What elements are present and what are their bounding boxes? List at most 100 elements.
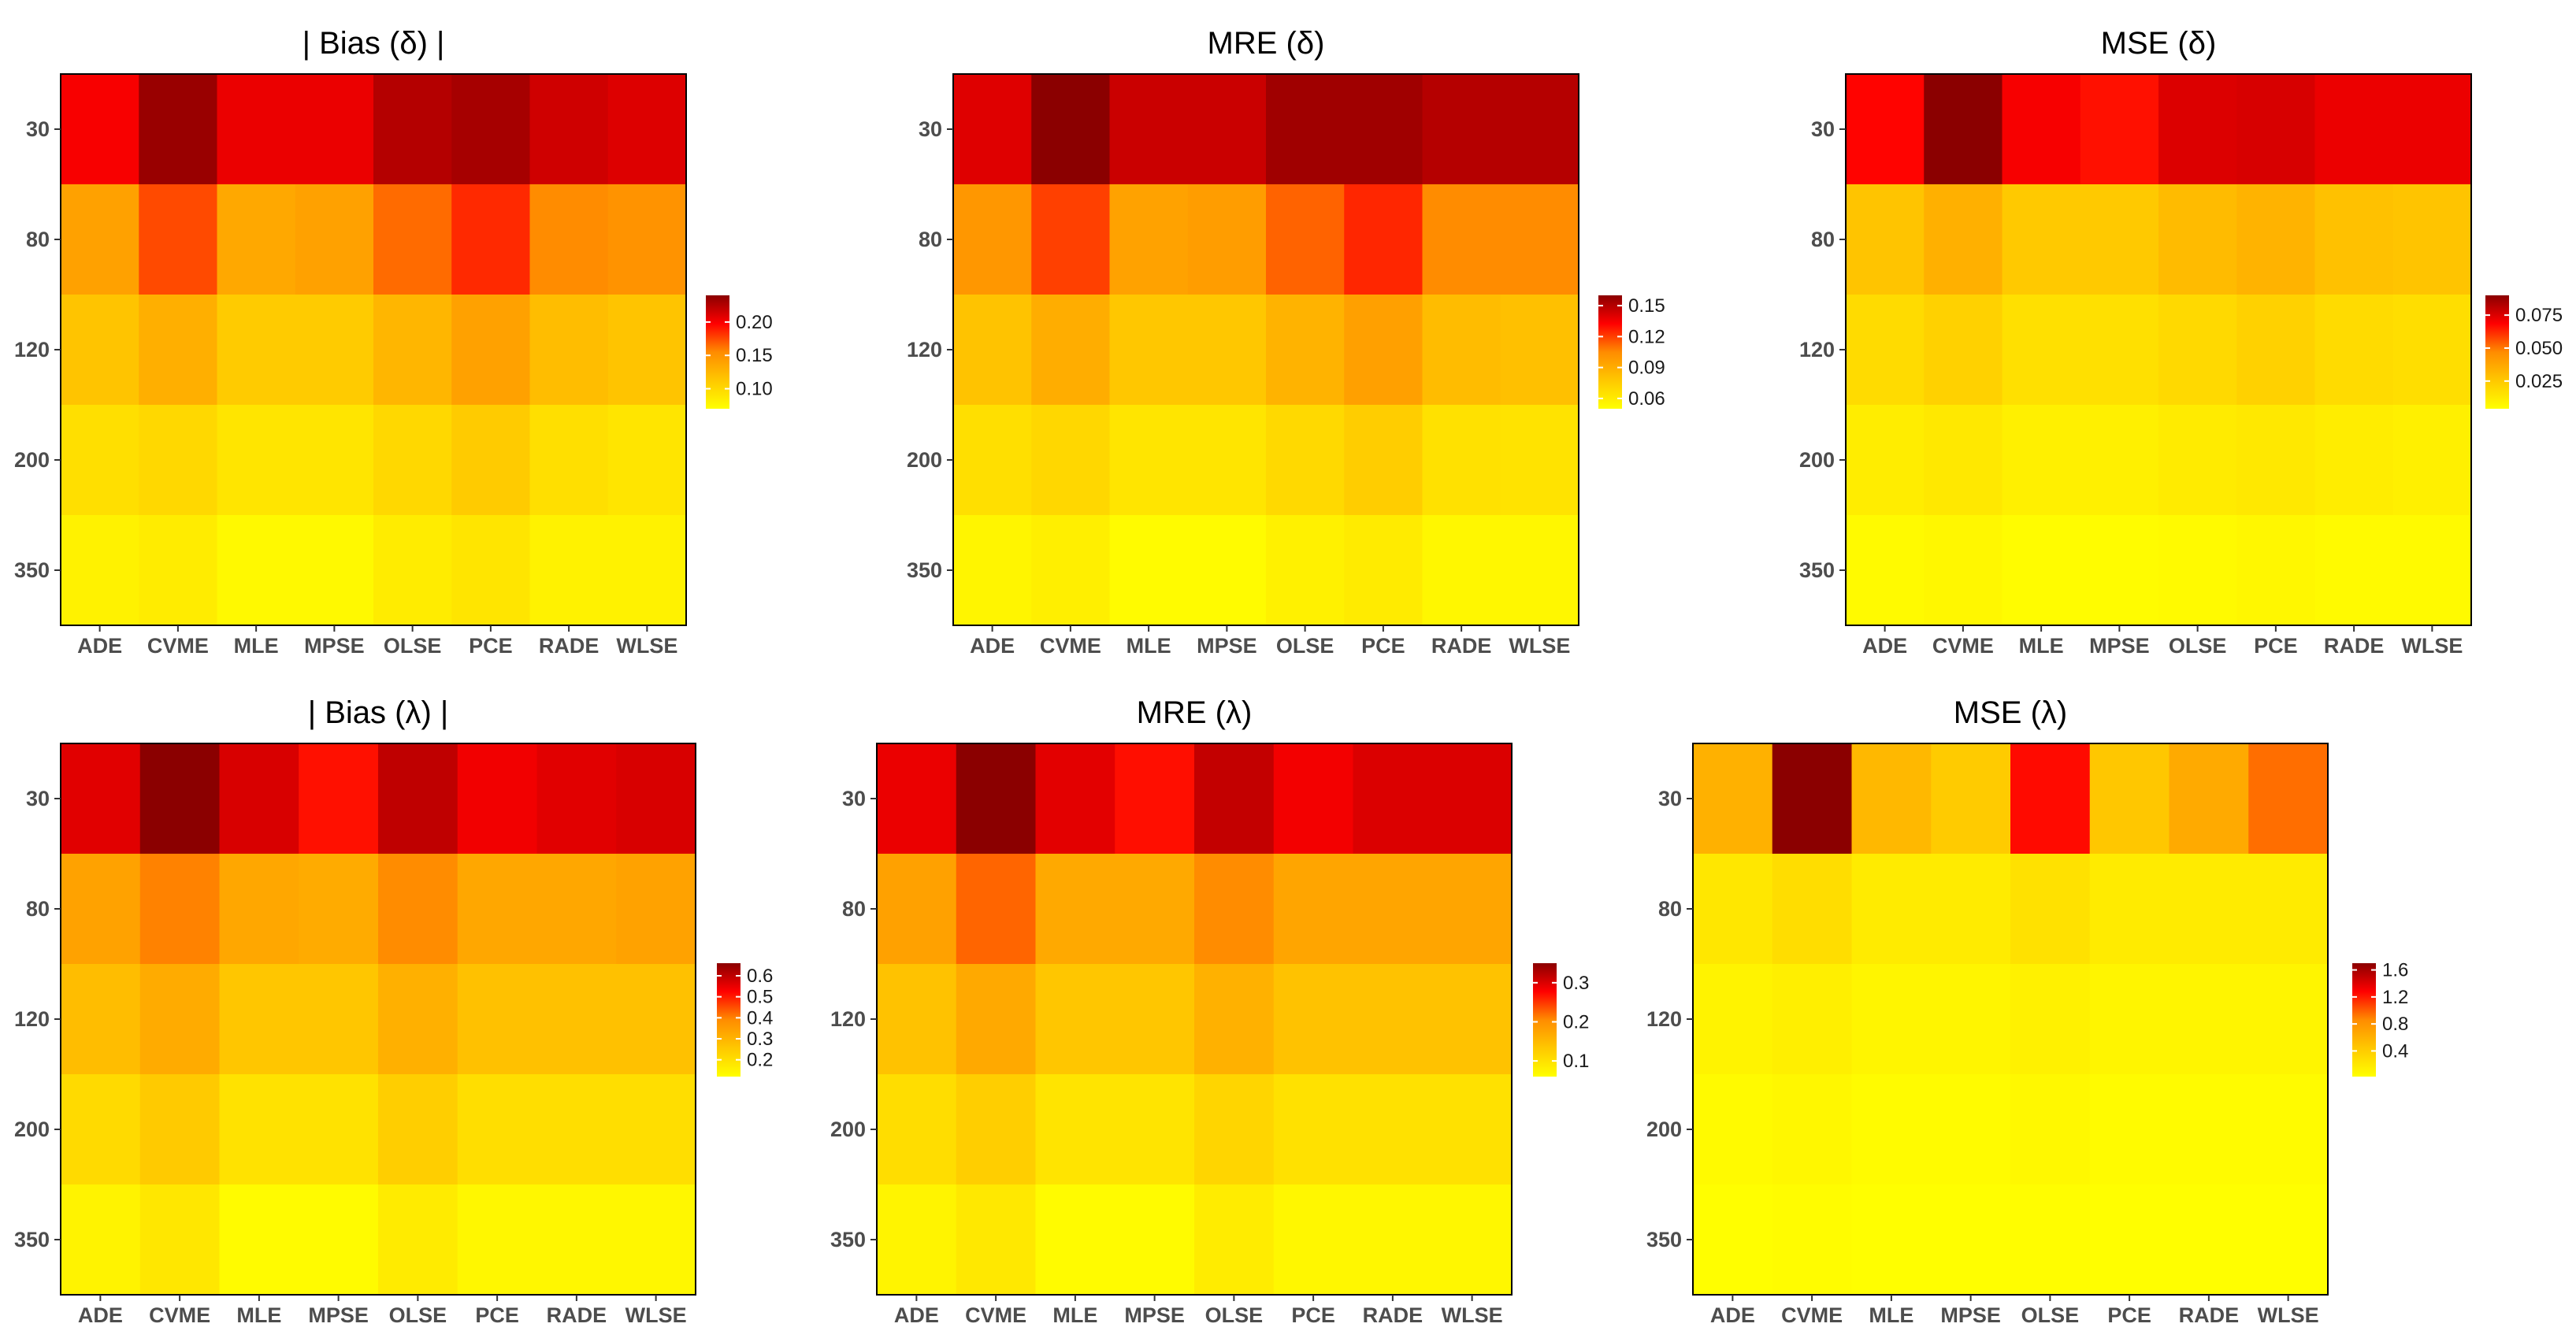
- heatmap-cell-mpse-30: [1187, 74, 1267, 185]
- y-tick-label: 350: [830, 1228, 866, 1251]
- heatmap-cell-mpse-350: [2080, 515, 2159, 626]
- heatmap-cell-ade-120: [877, 964, 957, 1075]
- heatmap-cell-ade-80: [61, 854, 141, 965]
- heatmap-cell-mpse-120: [299, 964, 379, 1075]
- heatmap-cell-pce-200: [2089, 1074, 2170, 1185]
- legend-tick-label: 1.2: [2382, 987, 2408, 1008]
- heatmap-cell-olse-30: [2010, 743, 2091, 855]
- heatmap-cell-rade-120: [1353, 964, 1433, 1075]
- heatmap-cell-mle-200: [1035, 1074, 1115, 1185]
- heatmap-cell-mle-350: [1035, 1184, 1115, 1296]
- x-tick-label: OLSE: [2021, 1303, 2080, 1327]
- heatmap-cell-mpse-30: [2080, 74, 2159, 185]
- heatmap-cell-rade-350: [2169, 1184, 2249, 1296]
- y-tick-label: 350: [14, 558, 50, 582]
- heatmap-cell-ade-350: [1693, 1184, 1773, 1296]
- x-tick-label: PCE: [469, 634, 513, 658]
- panel-title: MSE (δ): [2101, 26, 2217, 61]
- legend-tick-label: 0.09: [1628, 358, 1665, 379]
- heatmap-cell-mpse-120: [1931, 964, 2011, 1075]
- x-tick-label: ADE: [1862, 634, 1907, 658]
- heatmap-cell-mpse-120: [1187, 295, 1267, 406]
- heatmap-cell-olse-350: [2010, 1184, 2091, 1296]
- y-tick-label: 80: [842, 897, 866, 921]
- legend-gradient: [2485, 295, 2509, 409]
- heatmap-cell-wlse-120: [1432, 964, 1513, 1075]
- x-tick-label: RADE: [547, 1303, 607, 1327]
- heatmap-cell-pce-120: [1273, 964, 1354, 1075]
- heatmap-cell-rade-350: [536, 1184, 617, 1296]
- x-tick-label: CVME: [147, 634, 209, 658]
- heatmap-cell-wlse-350: [1432, 1184, 1513, 1296]
- heatmap-cell-mpse-80: [1187, 184, 1267, 295]
- y-tick-label: 350: [1646, 1228, 1682, 1251]
- heatmap-cell-olse-120: [373, 295, 452, 406]
- heatmap-cell-cvme-350: [1031, 515, 1111, 626]
- heatmap-cell-pce-30: [1344, 74, 1423, 185]
- heatmap-cell-olse-350: [378, 1184, 458, 1296]
- heatmap-cell-ade-120: [1693, 964, 1773, 1075]
- heatmap-cell-olse-350: [1194, 1184, 1275, 1296]
- heatmap-cell-wlse-120: [2392, 295, 2472, 406]
- y-tick-label: 120: [14, 338, 50, 361]
- heatmap-cell-rade-80: [2314, 184, 2394, 295]
- y-tick-label: 120: [1646, 1007, 1682, 1031]
- heatmap-cell-mpse-80: [295, 184, 374, 295]
- heatmap-cell-wlse-30: [616, 743, 696, 855]
- heatmap-cell-pce-80: [2089, 854, 2170, 965]
- heatmap-cell-wlse-350: [2248, 1184, 2329, 1296]
- heatmap-panel-6: MSE (λ) 30 80 120 200 350 ADE CVME MLE MPSE OLSE PC…: [1646, 695, 2408, 1327]
- y-tick-label: 30: [842, 787, 866, 810]
- x-tick-label: MPSE: [308, 1303, 369, 1327]
- heatmap-cell-rade-30: [536, 743, 617, 855]
- heatmap-cell-mpse-200: [295, 405, 374, 516]
- legend-tick-label: 0.06: [1628, 388, 1665, 410]
- heatmap-cell-wlse-350: [616, 1184, 696, 1296]
- heatmap-cell-cvme-80: [139, 854, 221, 965]
- heatmap-cell-mpse-350: [299, 1184, 379, 1296]
- panel-title: MRE (λ): [1137, 695, 1253, 730]
- heatmap-cell-wlse-120: [1500, 295, 1579, 406]
- x-tick-label: ADE: [78, 1303, 123, 1327]
- heatmap-cell-olse-200: [1194, 1074, 1275, 1185]
- heatmap-cell-ade-200: [61, 405, 139, 516]
- heatmap-cell-cvme-120: [1031, 295, 1111, 406]
- heatmap-cell-mle-80: [1851, 854, 1932, 965]
- heatmap-cell-cvme-80: [1031, 184, 1111, 295]
- y-tick-label: 120: [830, 1007, 866, 1031]
- heatmap-cell-mpse-350: [295, 515, 374, 626]
- heatmap-cell-pce-200: [1273, 1074, 1354, 1185]
- heatmap-cell-wlse-350: [2392, 515, 2472, 626]
- heatmap-cell-mpse-30: [299, 743, 379, 855]
- y-tick-label: 80: [919, 228, 942, 251]
- heatmap-cell-mle-120: [217, 295, 296, 406]
- y-tick-label: 120: [907, 338, 942, 361]
- heatmap-cell-wlse-30: [2248, 743, 2329, 855]
- y-tick-label: 30: [1658, 787, 1682, 810]
- heatmap-cell-ade-200: [1846, 405, 1925, 516]
- x-tick-label: MPSE: [2089, 634, 2150, 658]
- x-tick-label: WLSE: [2258, 1303, 2319, 1327]
- heatmap-cell-olse-80: [2010, 854, 2091, 965]
- heatmap-cell-mle-350: [2002, 515, 2081, 626]
- legend-colorbar: 0.025 0.050 0.075: [2485, 295, 2563, 409]
- heatmap-cell-pce-80: [1273, 854, 1354, 965]
- x-tick-label: PCE: [2107, 1303, 2151, 1327]
- legend-tick-label: 0.3: [747, 1029, 773, 1050]
- heatmap-cell-mle-350: [217, 515, 296, 626]
- heatmap-cell-pce-30: [1273, 743, 1354, 855]
- x-tick-label: PCE: [475, 1303, 519, 1327]
- legend-gradient: [2352, 963, 2376, 1077]
- heatmap-cell-ade-200: [1693, 1074, 1773, 1185]
- legend-tick-label: 0.15: [736, 345, 773, 366]
- legend-gradient: [717, 963, 741, 1077]
- heatmap-cell-olse-200: [373, 405, 452, 516]
- heatmap-cell-olse-350: [1266, 515, 1345, 626]
- heatmap-cell-mpse-30: [295, 74, 374, 185]
- heatmap-cell-mpse-120: [2080, 295, 2159, 406]
- heatmap-cell-mpse-30: [1115, 743, 1195, 855]
- heatmap-cell-mle-350: [1109, 515, 1189, 626]
- heatmap-cell-rade-200: [2169, 1074, 2249, 1185]
